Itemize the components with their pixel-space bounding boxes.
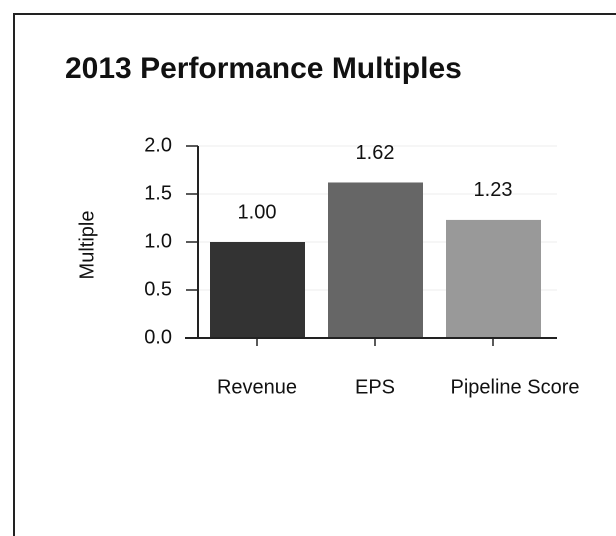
y-tick-label: 1.5: [144, 182, 172, 204]
x-tick-label: Pipeline Score: [451, 376, 580, 398]
y-tick-label: 1.0: [144, 230, 172, 252]
value-label: 1.23: [474, 179, 513, 201]
value-label: 1.62: [356, 142, 395, 164]
x-tick-label: EPS: [355, 376, 395, 398]
bar: [446, 219, 541, 338]
value-label: 1.00: [238, 201, 277, 223]
chart-title: 2013 Performance Multiples: [65, 52, 462, 85]
y-axis-label: Multiple: [76, 211, 98, 280]
y-tick-label: 2.0: [144, 134, 172, 156]
y-tick-label: 0.5: [144, 278, 172, 300]
bar: [210, 242, 305, 338]
x-tick-label: Revenue: [217, 376, 297, 398]
y-tick-label: 0.0: [144, 326, 172, 348]
bar: [328, 182, 423, 338]
